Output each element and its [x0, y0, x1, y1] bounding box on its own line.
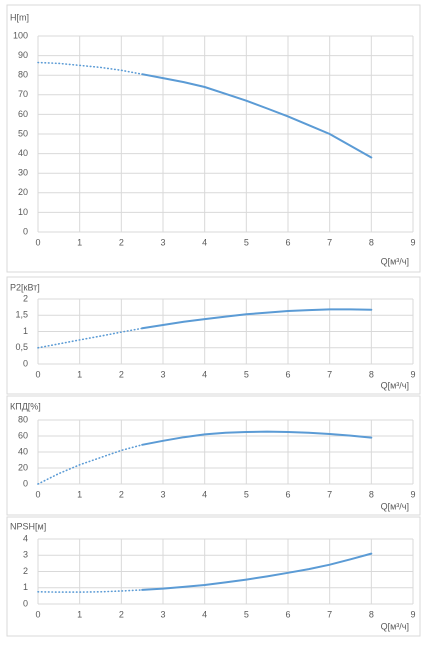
x-tick-label: 3 — [160, 369, 165, 379]
y-tick-label: 0,5 — [15, 342, 28, 352]
x-tick-label: 0 — [35, 489, 40, 499]
curve — [37, 589, 143, 593]
x-tick-label: 6 — [285, 489, 290, 499]
x-tick-label: 4 — [202, 369, 207, 379]
chart-title: P2[кВт] — [10, 282, 40, 292]
x-tick-label: 9 — [410, 609, 415, 619]
x-tick-label: 5 — [244, 609, 249, 619]
x-tick-label: 5 — [244, 369, 249, 379]
y-tick-label: 60 — [18, 430, 28, 440]
x-tick-label: 3 — [160, 489, 165, 499]
x-tick-label: 8 — [369, 609, 374, 619]
x-tick-label: 3 — [160, 609, 165, 619]
y-tick-label: 0 — [23, 478, 28, 488]
x-tick-label: 6 — [285, 609, 290, 619]
x-tick-label: 8 — [369, 489, 374, 499]
y-tick-label: 1 — [23, 326, 28, 336]
x-tick-label: 0 — [35, 237, 40, 247]
curve — [37, 327, 143, 349]
x-tick-label: 9 — [410, 369, 415, 379]
curve — [141, 73, 373, 159]
x-tick-label: 7 — [327, 489, 332, 499]
x-tick-label: 8 — [369, 369, 374, 379]
x-tick-label: 4 — [202, 237, 207, 247]
y-tick-label: 0 — [23, 226, 28, 236]
y-tick-label: 20 — [18, 462, 28, 472]
x-tick-label: 7 — [327, 369, 332, 379]
x-tick-label: 2 — [119, 489, 124, 499]
curve — [141, 552, 373, 591]
curve — [141, 308, 373, 330]
x-axis-label: Q[м³/ч] — [381, 380, 409, 390]
x-tick-label: 2 — [119, 369, 124, 379]
panel-frame — [6, 516, 421, 637]
y-tick-label: 30 — [18, 168, 28, 178]
x-tick-label: 9 — [410, 489, 415, 499]
x-axis-label: Q[м³/ч] — [381, 621, 409, 631]
curve — [37, 444, 143, 485]
x-tick-label: 2 — [119, 237, 124, 247]
x-tick-label: 4 — [202, 489, 207, 499]
x-tick-label: 1 — [77, 369, 82, 379]
panel-frame — [6, 276, 421, 395]
x-tick-label: 0 — [35, 609, 40, 619]
y-tick-label: 1,5 — [15, 310, 28, 320]
curve — [37, 61, 143, 75]
x-tick-label: 0 — [35, 369, 40, 379]
y-tick-label: 90 — [18, 50, 28, 60]
y-tick-label: 3 — [23, 550, 28, 560]
panel-frame — [6, 4, 421, 273]
y-tick-label: 2 — [23, 566, 28, 576]
y-tick-label: 80 — [18, 70, 28, 80]
y-tick-label: 70 — [18, 89, 28, 99]
x-tick-label: 7 — [327, 237, 332, 247]
y-tick-label: 100 — [13, 30, 28, 40]
x-tick-label: 8 — [369, 237, 374, 247]
y-tick-label: 0 — [23, 358, 28, 368]
y-tick-label: 2 — [23, 293, 28, 303]
y-tick-label: 40 — [18, 148, 28, 158]
x-tick-label: 3 — [160, 237, 165, 247]
y-tick-label: 50 — [18, 128, 28, 138]
x-axis-label: Q[м³/ч] — [381, 256, 409, 266]
x-tick-label: 9 — [410, 237, 415, 247]
x-tick-label: 7 — [327, 609, 332, 619]
x-tick-label: 1 — [77, 489, 82, 499]
y-tick-label: 10 — [18, 207, 28, 217]
x-axis-label: Q[м³/ч] — [381, 501, 409, 511]
chart-title: NPSH[м] — [10, 521, 46, 531]
y-tick-label: 4 — [23, 533, 28, 543]
x-tick-label: 2 — [119, 609, 124, 619]
panel-frame — [6, 395, 421, 516]
x-tick-label: 5 — [244, 489, 249, 499]
x-tick-label: 4 — [202, 609, 207, 619]
chart-title: H[m] — [10, 12, 29, 22]
y-tick-label: 0 — [23, 598, 28, 608]
y-tick-label: 40 — [18, 446, 28, 456]
x-tick-label: 1 — [77, 609, 82, 619]
x-tick-label: 6 — [285, 369, 290, 379]
y-tick-label: 20 — [18, 187, 28, 197]
y-tick-label: 80 — [18, 414, 28, 424]
curve — [141, 430, 373, 446]
chart-title: КПД[%] — [10, 401, 41, 411]
x-tick-label: 6 — [285, 237, 290, 247]
x-tick-label: 1 — [77, 237, 82, 247]
y-tick-label: 1 — [23, 582, 28, 592]
y-tick-label: 60 — [18, 109, 28, 119]
x-tick-label: 5 — [244, 237, 249, 247]
